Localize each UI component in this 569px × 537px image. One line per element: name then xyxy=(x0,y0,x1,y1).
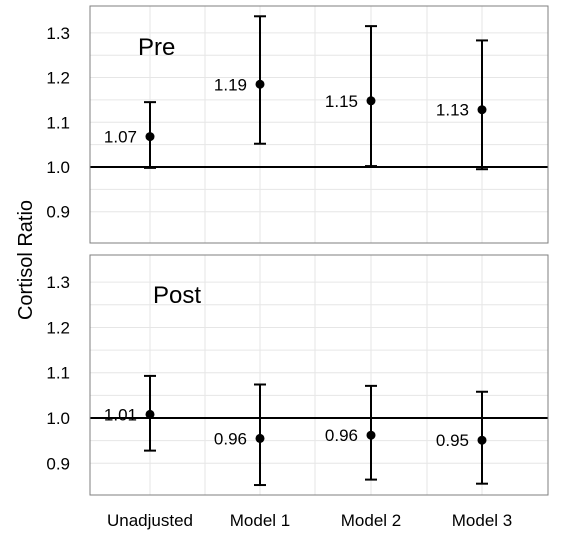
y-tick-label: 1.2 xyxy=(46,69,70,88)
panel-border xyxy=(89,5,549,244)
error-bar-unadjusted: 1.01 xyxy=(104,374,156,452)
x-tick-label: Unadjusted xyxy=(107,511,193,530)
panel-pre: 0.9 1.0 1.1 1.2 1.3 Pre 1.07 1.19 1.15 1.13 xyxy=(46,5,549,244)
error-bar-model-1: 0.96 xyxy=(214,383,266,487)
error-bar-model-3: 1.13 xyxy=(436,39,488,171)
y-tick-label: 1.0 xyxy=(46,158,70,177)
x-tick-label: Model 1 xyxy=(230,511,290,530)
y-tick-label: 1.1 xyxy=(46,113,70,132)
y-tick-label: 1.2 xyxy=(46,318,70,337)
x-tick-label: Model 3 xyxy=(452,511,512,530)
estimate-point xyxy=(366,96,376,106)
data-label: 1.01 xyxy=(104,405,137,424)
y-tick-label: 1.1 xyxy=(46,364,70,383)
error-bar-model-1: 1.19 xyxy=(214,15,266,145)
error-bar-unadjusted: 1.07 xyxy=(104,101,156,169)
estimate-point xyxy=(255,433,265,443)
data-label: 0.96 xyxy=(214,429,247,448)
x-tick-label: Model 2 xyxy=(341,511,401,530)
y-tick-label: 1.3 xyxy=(46,273,70,292)
data-label: 1.19 xyxy=(214,75,247,94)
y-tick-label: 1.0 xyxy=(46,409,70,428)
panel-title: Pre xyxy=(138,34,175,61)
error-bar-model-3: 0.95 xyxy=(436,390,488,485)
data-label: 1.07 xyxy=(104,128,137,147)
y-tick-label: 1.3 xyxy=(46,24,70,43)
error-bar-model-2: 1.15 xyxy=(325,25,377,168)
estimate-point xyxy=(145,132,155,142)
estimate-point xyxy=(255,79,265,89)
estimate-point xyxy=(145,409,155,419)
data-label: 0.95 xyxy=(436,431,469,450)
panel-post: 0.9 1.0 1.1 1.2 1.3 Post 1.01 0.96 0.96 0.95 xyxy=(46,254,549,496)
panel-title: Post xyxy=(153,282,201,309)
estimate-point xyxy=(477,105,487,115)
y-tick-label: 0.9 xyxy=(46,203,70,222)
panel-border xyxy=(89,254,549,496)
data-label: 1.13 xyxy=(436,101,469,120)
estimate-point xyxy=(366,430,376,440)
estimate-point xyxy=(477,435,487,445)
data-label: 0.96 xyxy=(325,426,358,445)
error-bar-model-2: 0.96 xyxy=(325,384,377,481)
data-label: 1.15 xyxy=(325,92,358,111)
y-tick-label: 0.9 xyxy=(46,454,70,473)
y-axis-label: Cortisol Ratio xyxy=(15,200,37,320)
